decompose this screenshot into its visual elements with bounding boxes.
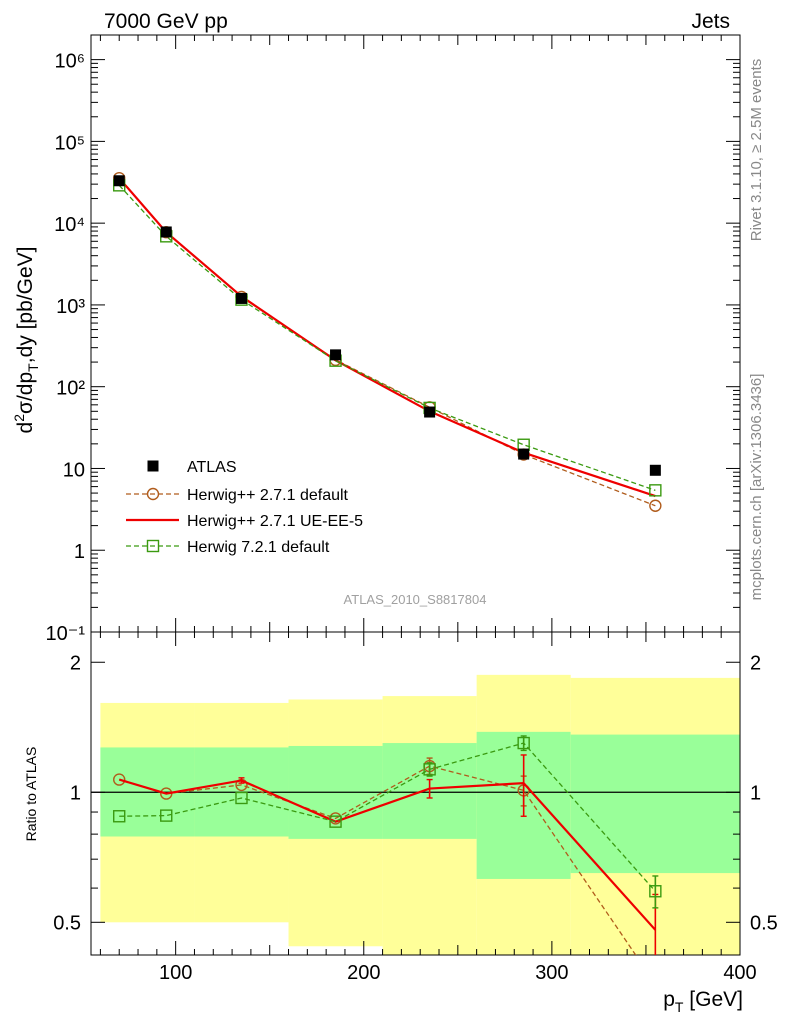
data-point: [160, 226, 172, 238]
main-series-herwig-2-7-1-ue-ee-5: [118, 177, 656, 498]
ratio-marker: [113, 810, 126, 823]
data-point: [518, 448, 530, 460]
ratio-marker: [649, 885, 662, 898]
main-series-herwig-7-2-1-default: [113, 179, 662, 497]
header-right: Jets: [691, 10, 730, 33]
legend-marker: [147, 460, 159, 472]
legend-marker: [146, 487, 160, 501]
main-y-tick-label: 10⁵: [54, 132, 85, 154]
ratio-marker: [650, 978, 661, 989]
ratio-band-inner: [570, 734, 740, 874]
data-point: [330, 349, 342, 361]
main-y-tick-label: 10⁶: [55, 51, 85, 73]
data-point: [424, 406, 436, 418]
legend-label: Herwig++ 2.7.1 UE-EE-5: [187, 513, 363, 530]
x-tick-label: 300: [535, 962, 568, 984]
legend-item: Herwig++ 2.7.1 UE-EE-5: [126, 513, 363, 530]
legend: ATLAS Herwig++ 2.7.1 default Herwig++ 2.7.…: [126, 459, 363, 556]
rivet-note: Rivet 3.1.10, ≥ 2.5M events: [748, 59, 765, 242]
ratio-series-herwig-7-2-1-default: [113, 735, 662, 909]
main-y-tick-label: 10²: [56, 378, 85, 400]
main-axes: 10⁻¹ 1 10 10² 10³ 10⁴ 10⁵ 10⁶: [46, 34, 741, 645]
main-y-tick-label: 10: [63, 459, 85, 481]
x-tick-label: 400: [723, 962, 756, 984]
header-left: 7000 GeV pp: [104, 10, 228, 33]
mcplots-note: mcplots.cern.ch [arXiv:1306.3436]: [748, 374, 765, 601]
ratio-y-tick-label-right: 1: [750, 782, 761, 804]
legend-label: Herwig 7.2.1 default: [187, 539, 330, 556]
legend-item: Herwig 7.2.1 default: [126, 539, 330, 556]
ratio-marker: [113, 773, 126, 786]
main-series-atlas: [113, 175, 661, 476]
x-axis-label: pT [GeV]: [663, 988, 743, 1015]
ratio-marker: [160, 809, 173, 822]
legend-label: Herwig++ 2.7.1 default: [187, 487, 349, 504]
data-point: [649, 464, 661, 476]
ratio-frame: [90, 631, 741, 956]
main-y-axis-label: d2σ/dpT,dy [pb/GeV]: [11, 247, 41, 434]
ratio-series-group: [113, 735, 662, 989]
ratio-y-tick-label: 1: [70, 782, 81, 804]
x-tick-label: 200: [347, 962, 380, 984]
data-point: [113, 175, 125, 187]
ratio-y-tick-label: 2: [70, 652, 81, 674]
main-y-tick-label: 10⁴: [54, 214, 85, 236]
series-line: [118, 177, 656, 507]
main-y-tick-label: 1: [74, 541, 85, 563]
ratio-clipped: [113, 735, 662, 989]
series-marker: [649, 499, 662, 512]
ratio-marker: [517, 736, 530, 750]
ratio-marker: [329, 815, 342, 828]
main-y-tick-label: 10³: [56, 296, 85, 318]
ratio-y-tick-label: 0.5: [53, 912, 81, 934]
series-line: [118, 184, 656, 491]
ratio-y-axis-label: Ratio to ATLAS: [23, 747, 39, 842]
ratio-axes: 0.5 0.5 1 1 2 2 100 200 300 400: [53, 631, 778, 984]
legend-label: ATLAS: [187, 459, 237, 476]
analysis-label: ATLAS_2010_S8817804: [344, 592, 487, 607]
series-marker: [649, 484, 662, 497]
ratio-y-tick-label-right: 0.5: [750, 912, 778, 934]
ratio-marker: [423, 763, 436, 776]
ratio-marker: [235, 791, 248, 805]
x-tick-label: 100: [159, 962, 192, 984]
main-series-group: [113, 171, 662, 512]
legend-marker: [146, 539, 160, 553]
legend-item: ATLAS: [147, 459, 237, 476]
legend-item: Herwig++ 2.7.1 default: [126, 487, 349, 504]
ratio-y-tick-label-right: 2: [750, 652, 761, 674]
main-y-tick-label: 10⁻¹: [46, 623, 86, 645]
data-point: [235, 292, 247, 304]
series-line: [118, 177, 656, 498]
ratio-uncertainty-bands: [100, 674, 740, 955]
